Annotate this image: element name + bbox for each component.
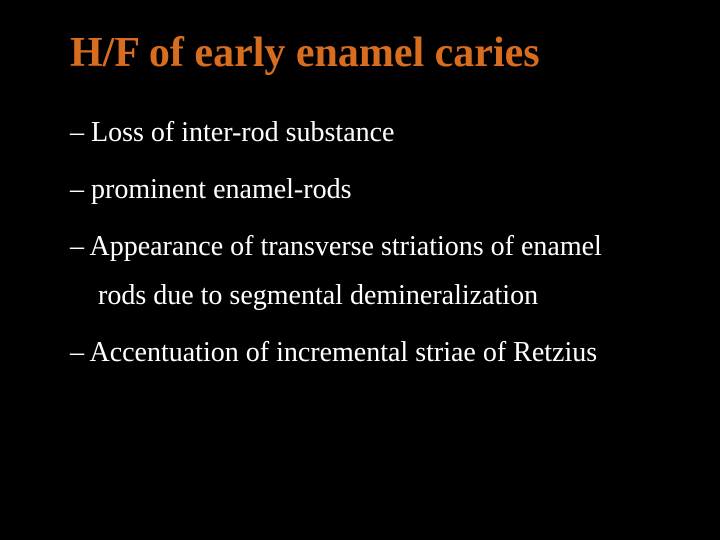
slide-title: H/F of early enamel caries (70, 30, 650, 76)
bullet-dash: – (70, 231, 84, 262)
bullet-dash: – (70, 117, 84, 148)
bullet-text: prominent enamel-rods (91, 174, 351, 205)
slide-container: H/F of early enamel caries – Loss of int… (0, 0, 720, 540)
list-item: – prominent enamel-rods (70, 165, 650, 214)
bullet-dash: – (70, 337, 84, 368)
bullet-text: Appearance of transverse striations of e… (89, 231, 601, 311)
list-item: – Appearance of transverse striations of… (70, 222, 650, 320)
list-item: – Accentuation of incremental striae of … (70, 328, 650, 377)
bullet-text: Accentuation of incremental striae of Re… (89, 337, 597, 368)
bullet-text: Loss of inter-rod substance (91, 117, 394, 148)
list-item: – Loss of inter-rod substance (70, 108, 650, 157)
bullet-dash: – (70, 174, 84, 205)
bullet-list: – Loss of inter-rod substance – prominen… (70, 108, 650, 377)
